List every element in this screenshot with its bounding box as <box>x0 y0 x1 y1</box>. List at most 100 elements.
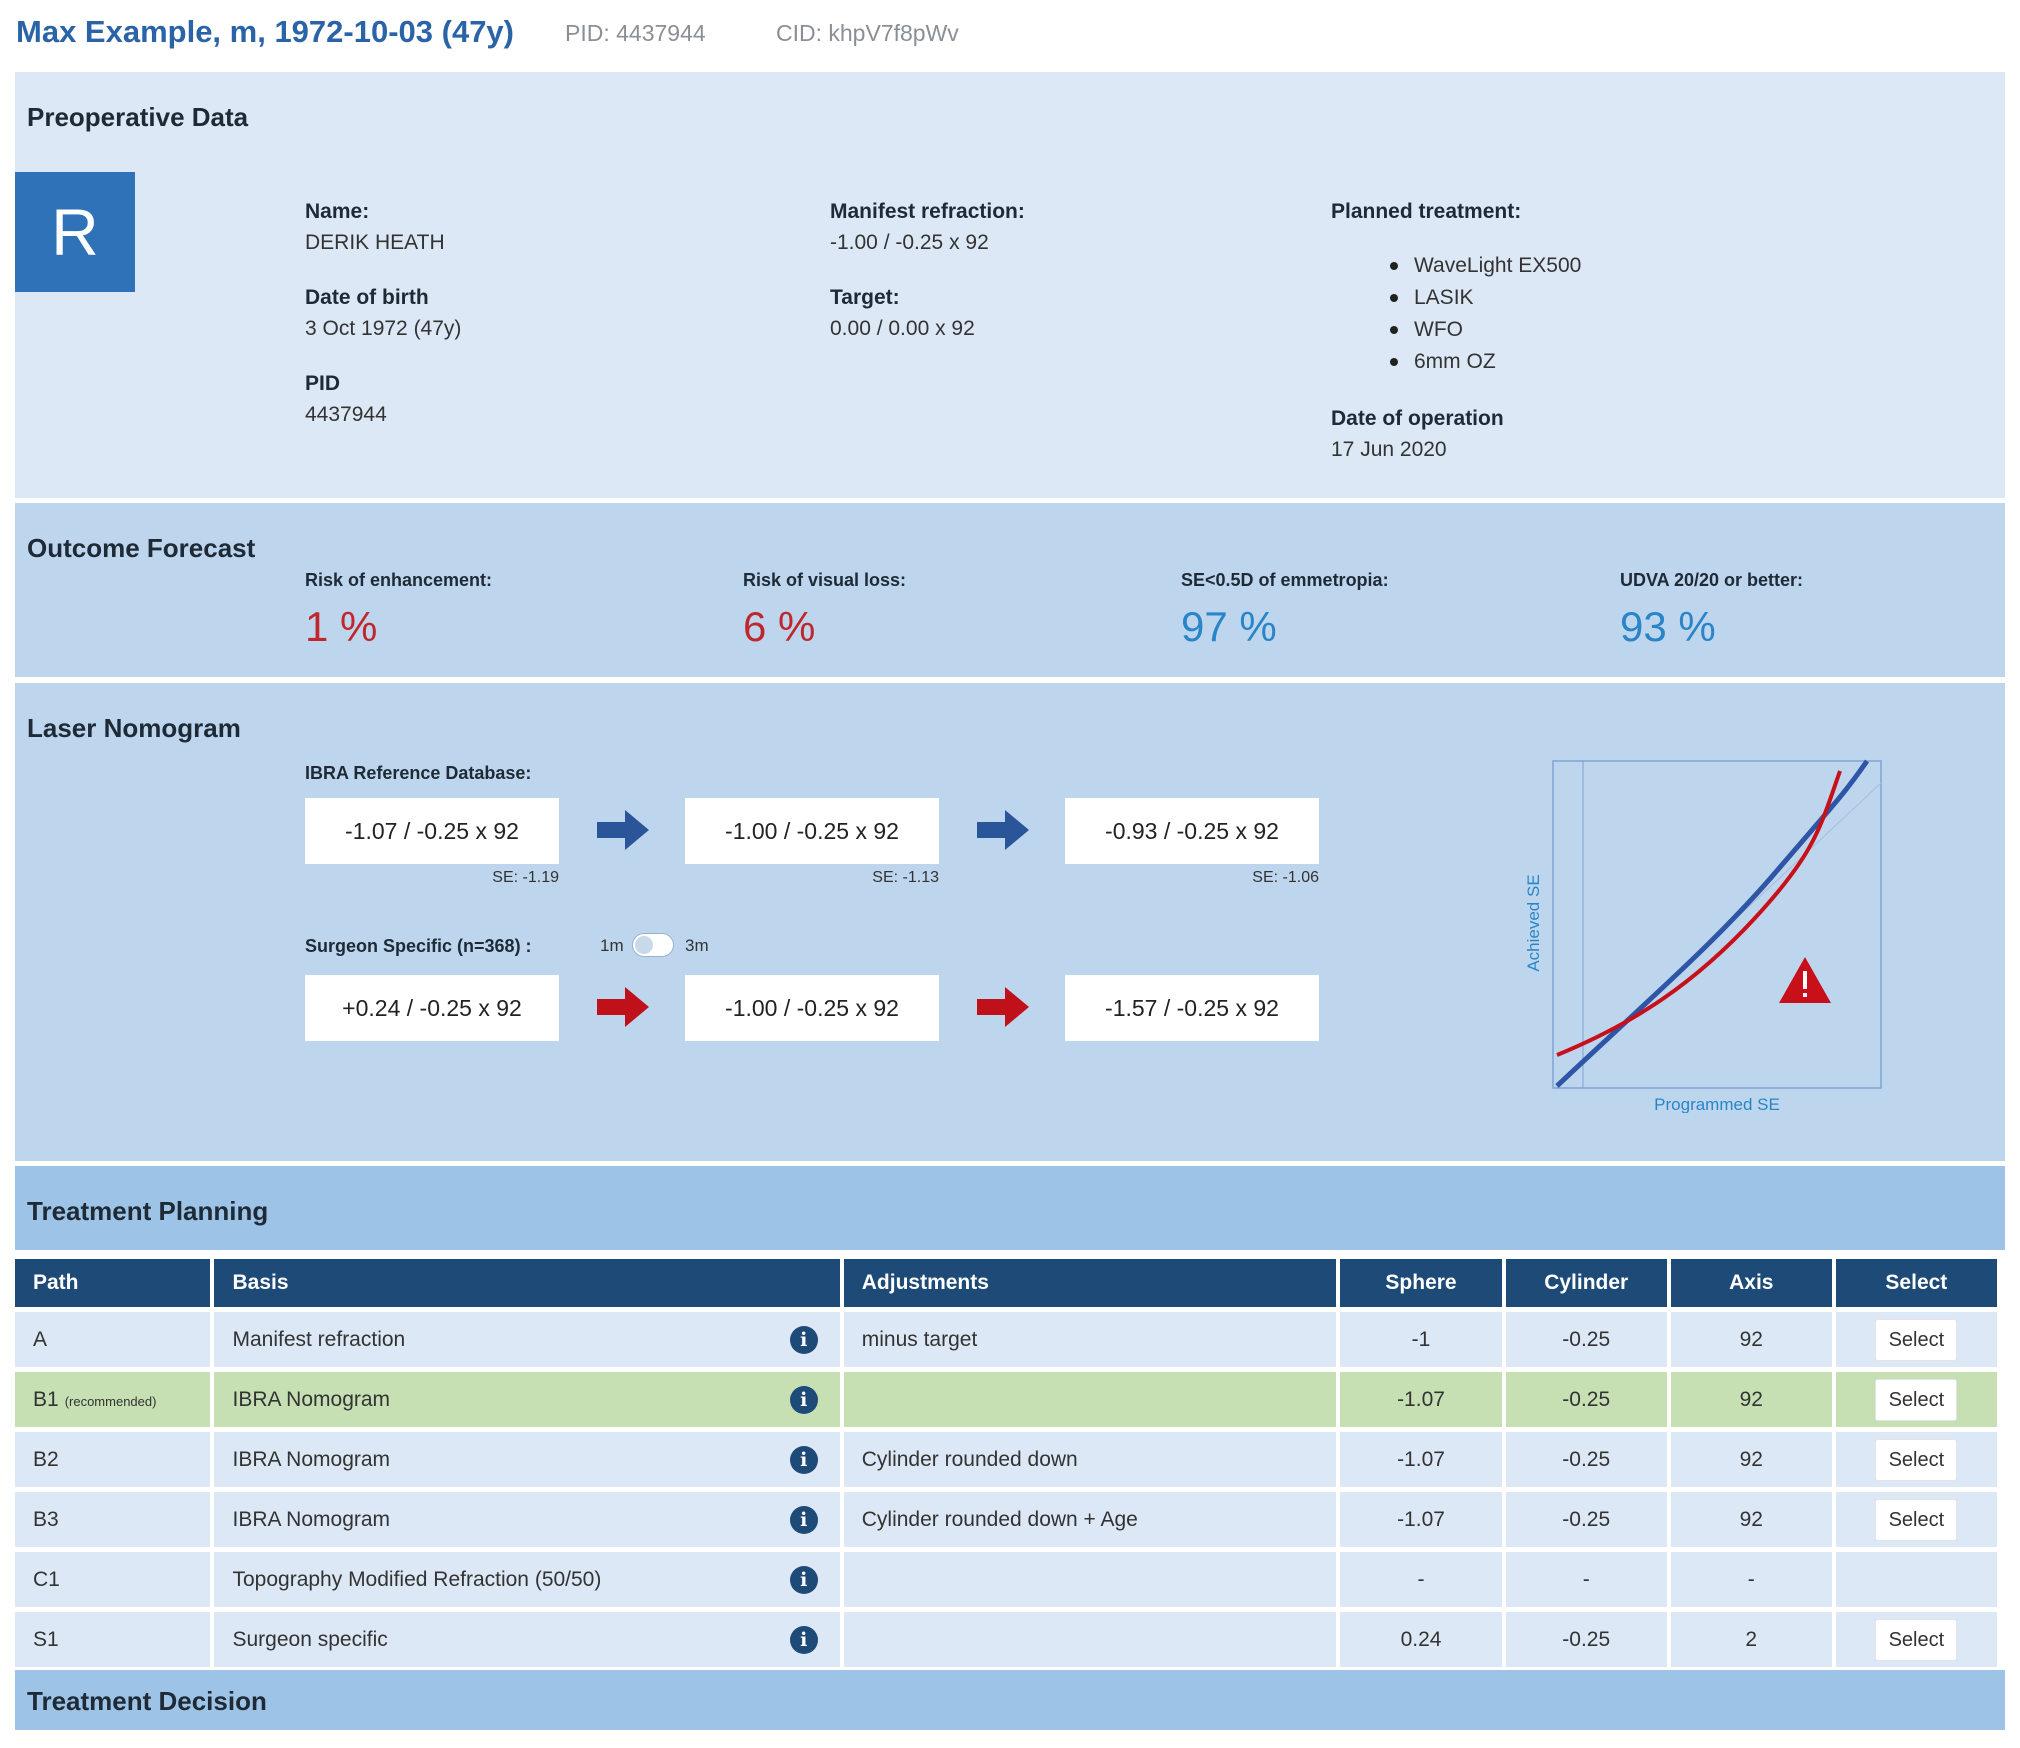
ibra-label: IBRA Reference Database: <box>305 763 532 783</box>
target-value: 0.00 / 0.00 x 92 <box>830 317 975 340</box>
col-cylinder: Cylinder <box>1505 1259 1667 1307</box>
adjustments-cell: Cylinder rounded down + Age <box>843 1492 1337 1547</box>
sphere-cell: -1 <box>1340 1312 1502 1367</box>
pid-value: 4437944 <box>305 403 387 426</box>
table-row: B2 IBRA Nomogram i Cylinder rounded down … <box>15 1432 1997 1487</box>
axis-cell: 92 <box>1670 1372 1832 1427</box>
planned-item: WaveLight EX500 <box>1390 250 1581 282</box>
risk-visual-loss-value: 6 % <box>743 603 816 650</box>
basis-cell: Topography Modified Refraction (50/50) i <box>214 1552 840 1607</box>
se-emmetropia-label: SE<0.5D of emmetropia: <box>1181 570 1389 590</box>
axis-cell: - <box>1670 1552 1832 1607</box>
col-sphere: Sphere <box>1340 1259 1502 1307</box>
manifest-label: Manifest refraction: <box>830 200 1025 223</box>
treatment-planning-section: Treatment Planning <box>15 1166 2005 1250</box>
nomogram-title: Laser Nomogram <box>27 713 241 743</box>
col-adjustments: Adjustments <box>843 1259 1337 1307</box>
select-button[interactable]: Select <box>1875 1618 1958 1661</box>
axis-cell: 92 <box>1670 1312 1832 1367</box>
period-toggle[interactable] <box>632 933 674 957</box>
decision-title: Treatment Decision <box>27 1686 267 1716</box>
risk-visual-loss-label: Risk of visual loss: <box>743 570 907 590</box>
surgeon-value-1: +0.24 / -0.25 x 92 <box>305 975 559 1041</box>
ibra-value-3: -0.93 / -0.25 x 92 <box>1065 798 1319 864</box>
risk-enhancement-value: 1 % <box>305 603 378 650</box>
cylinder-cell: - <box>1505 1552 1667 1607</box>
info-icon[interactable]: i <box>789 1325 818 1354</box>
sphere-cell: - <box>1340 1552 1502 1607</box>
chart-ylabel: Achieved SE <box>1524 874 1543 971</box>
info-icon[interactable]: i <box>789 1445 818 1474</box>
manifest-value: -1.00 / -0.25 x 92 <box>830 231 989 254</box>
chart-frame <box>1552 760 1882 1089</box>
adjustments-cell <box>843 1612 1337 1667</box>
warning-triangle-icon <box>1779 957 1831 1003</box>
patient-header: Max Example, m, 1972-10-03 (47y) PID: 44… <box>0 0 2020 70</box>
path-cell: B1 (recommended) <box>15 1372 211 1427</box>
info-icon[interactable]: i <box>789 1625 818 1654</box>
select-cell: Select <box>1835 1492 1997 1547</box>
dob-value: 3 Oct 1972 (47y) <box>305 317 462 340</box>
eye-badge: R <box>15 172 135 292</box>
select-cell: Select <box>1835 1432 1997 1487</box>
ibra-se-3: SE: -1.06 <box>1252 869 1319 886</box>
select-cell <box>1835 1552 1997 1607</box>
ibra-se-1: SE: -1.19 <box>492 869 559 886</box>
table-row: A Manifest refraction i minus target -1 -… <box>15 1312 1997 1367</box>
cylinder-cell: -0.25 <box>1505 1372 1667 1427</box>
cylinder-cell: -0.25 <box>1505 1312 1667 1367</box>
info-icon[interactable]: i <box>789 1385 818 1414</box>
arrow-right-icon <box>597 810 649 850</box>
laser-nomogram-section: Laser Nomogram IBRA Reference Database: … <box>15 683 2005 1161</box>
name-label: Name: <box>305 200 370 223</box>
planning-title: Treatment Planning <box>27 1196 269 1226</box>
select-button[interactable]: Select <box>1875 1498 1958 1541</box>
ibra-value-2: -1.00 / -0.25 x 92 <box>685 798 939 864</box>
sphere-cell: 0.24 <box>1340 1612 1502 1667</box>
cylinder-cell: -0.25 <box>1505 1612 1667 1667</box>
outcome-forecast-section: Outcome Forecast Risk of enhancement: 1 … <box>15 503 2005 677</box>
udva-label: UDVA 20/20 or better: <box>1620 570 1804 590</box>
name-value: DERIK HEATH <box>305 231 445 254</box>
treatment-planning-table: Path Basis Adjustments Sphere Cylinder A… <box>11 1254 2001 1672</box>
toggle-knob <box>635 936 653 954</box>
nomogram-chart: Programmed SE Achieved SE <box>1524 759 1882 1113</box>
adjustments-cell <box>843 1372 1337 1427</box>
toggle-3m-label: 3m <box>685 936 709 955</box>
basis-cell: Surgeon specific i <box>214 1612 840 1667</box>
treatment-decision-section: Treatment Decision <box>15 1670 2005 1730</box>
col-basis: Basis <box>214 1259 840 1307</box>
cylinder-cell: -0.25 <box>1505 1492 1667 1547</box>
basis-cell: IBRA Nomogram i <box>214 1372 840 1427</box>
basis-cell: Manifest refraction i <box>214 1312 840 1367</box>
ibra-se-2: SE: -1.13 <box>872 869 939 886</box>
path-cell: B2 <box>15 1432 211 1487</box>
info-icon[interactable]: i <box>789 1505 818 1534</box>
surgeon-specific-label: Surgeon Specific (n=368) : <box>305 936 532 956</box>
surgeon-value-2: -1.00 / -0.25 x 92 <box>685 975 939 1041</box>
adjustments-cell: minus target <box>843 1312 1337 1367</box>
cylinder-cell: -0.25 <box>1505 1432 1667 1487</box>
info-icon[interactable]: i <box>789 1565 818 1594</box>
planned-item: LASIK <box>1390 282 1581 314</box>
toggle-1m-label: 1m <box>600 936 624 955</box>
se-emmetropia-value: 97 % <box>1181 603 1277 650</box>
patient-title: Max Example, m, 1972-10-03 (47y) <box>16 14 514 49</box>
planned-treatment-label: Planned treatment: <box>1331 200 1522 223</box>
select-button[interactable]: Select <box>1875 1438 1958 1481</box>
path-cell: B3 <box>15 1492 211 1547</box>
sphere-cell: -1.07 <box>1340 1372 1502 1427</box>
select-button[interactable]: Select <box>1875 1318 1958 1361</box>
ibra-value-1: -1.07 / -0.25 x 92 <box>305 798 559 864</box>
adjustments-cell: Cylinder rounded down <box>843 1432 1337 1487</box>
axis-cell: 2 <box>1670 1612 1832 1667</box>
select-cell: Select <box>1835 1612 1997 1667</box>
path-cell: C1 <box>15 1552 211 1607</box>
arrow-right-icon <box>977 987 1029 1027</box>
planned-item: WFO <box>1390 314 1581 346</box>
chart-surgeon-curve <box>1556 770 1842 1057</box>
axis-cell: 92 <box>1670 1432 1832 1487</box>
preoperative-section: Preoperative Data R Name: DERIK HEATH Da… <box>15 72 2005 498</box>
select-button[interactable]: Select <box>1875 1378 1958 1421</box>
path-cell: S1 <box>15 1612 211 1667</box>
